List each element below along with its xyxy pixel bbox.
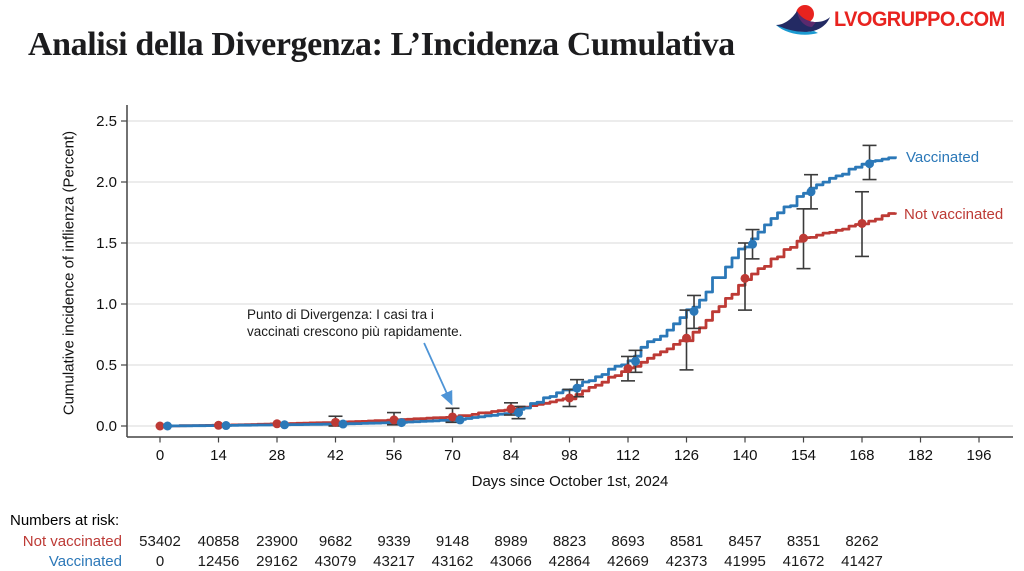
legend-vaccinated: Vaccinated: [906, 149, 980, 166]
svg-text:1.5: 1.5: [96, 235, 117, 252]
risk-value: 8989: [494, 533, 528, 550]
risk-value: 41995: [724, 553, 766, 570]
risk-value: 12456: [197, 553, 240, 570]
risk-value: 41672: [782, 553, 825, 570]
risk-row-vaccinated: Vaccinated 0 12456 29162 43079 43217 43162 430…: [0, 553, 1024, 571]
risk-value: 9339: [377, 533, 411, 550]
svg-text:168: 168: [849, 447, 874, 464]
svg-text:2.0: 2.0: [96, 174, 117, 191]
risk-value: 8693: [611, 533, 645, 550]
svg-text:2.5: 2.5: [96, 113, 117, 130]
risk-value: 43217: [373, 553, 415, 570]
risk-value: 8262: [845, 533, 879, 550]
x-axis-label: Days since October 1st, 2024: [471, 473, 669, 490]
logo-text: LVOGRUPPO.COM: [834, 8, 1006, 31]
risk-row-not-vaccinated: Not vaccinated 53402 40858 23900 9682 9339 91…: [0, 533, 1024, 551]
risk-value: 43066: [490, 553, 532, 570]
svg-text:84: 84: [503, 447, 520, 464]
risk-value: 23900: [256, 533, 298, 550]
svg-text:112: 112: [616, 447, 640, 464]
risk-value: 9682: [318, 533, 353, 550]
risk-value: 42864: [548, 553, 591, 570]
site-logo: LVOGRUPPO.COM: [774, 3, 1014, 37]
svg-text:154: 154: [791, 447, 816, 464]
svg-text:98: 98: [561, 447, 578, 464]
risk-value: 43079: [314, 553, 357, 570]
risk-value: 8457: [728, 533, 762, 550]
svg-text:182: 182: [908, 447, 933, 464]
risk-value: 40858: [197, 533, 240, 550]
risk-value: 8581: [669, 533, 704, 550]
swan-icon: [776, 5, 831, 35]
numbers-at-risk-title: Numbers at risk:: [10, 512, 120, 529]
divergence-annotation: Punto di Divergenza: I casi tra i vaccin…: [247, 307, 463, 339]
legend-not-vaccinated: Not vaccinated: [904, 206, 1004, 223]
svg-text:42: 42: [327, 447, 344, 464]
svg-text:14: 14: [210, 447, 227, 464]
svg-text:56: 56: [386, 447, 403, 464]
risk-value: 41427: [841, 553, 883, 570]
svg-text:126: 126: [674, 447, 699, 464]
risk-value: 43162: [431, 553, 474, 570]
svg-text:70: 70: [444, 447, 461, 464]
svg-text:196: 196: [966, 447, 991, 464]
risk-value: 42373: [665, 553, 708, 570]
risk-value: 29162: [256, 553, 298, 570]
svg-text:140: 140: [732, 447, 757, 464]
risk-value: 42669: [607, 553, 649, 570]
svg-text:28: 28: [269, 447, 286, 464]
y-axis-label: Cumulative incidence of inflienza (Perce…: [60, 130, 78, 416]
risk-row-label: Not vaccinated: [22, 533, 122, 550]
risk-value: 53402: [139, 533, 181, 550]
svg-text:0.5: 0.5: [96, 357, 117, 374]
svg-text:0: 0: [156, 447, 164, 464]
svg-text:1.0: 1.0: [96, 296, 117, 313]
risk-value: 0: [155, 553, 165, 570]
risk-value: 8823: [552, 533, 587, 550]
page-title: Analisi della Divergenza: L’Incidenza Cu…: [28, 26, 735, 63]
svg-text:0.0: 0.0: [96, 418, 117, 435]
risk-value: 9148: [435, 533, 470, 550]
risk-row-label: Vaccinated: [48, 553, 122, 570]
risk-value: 8351: [786, 533, 821, 550]
